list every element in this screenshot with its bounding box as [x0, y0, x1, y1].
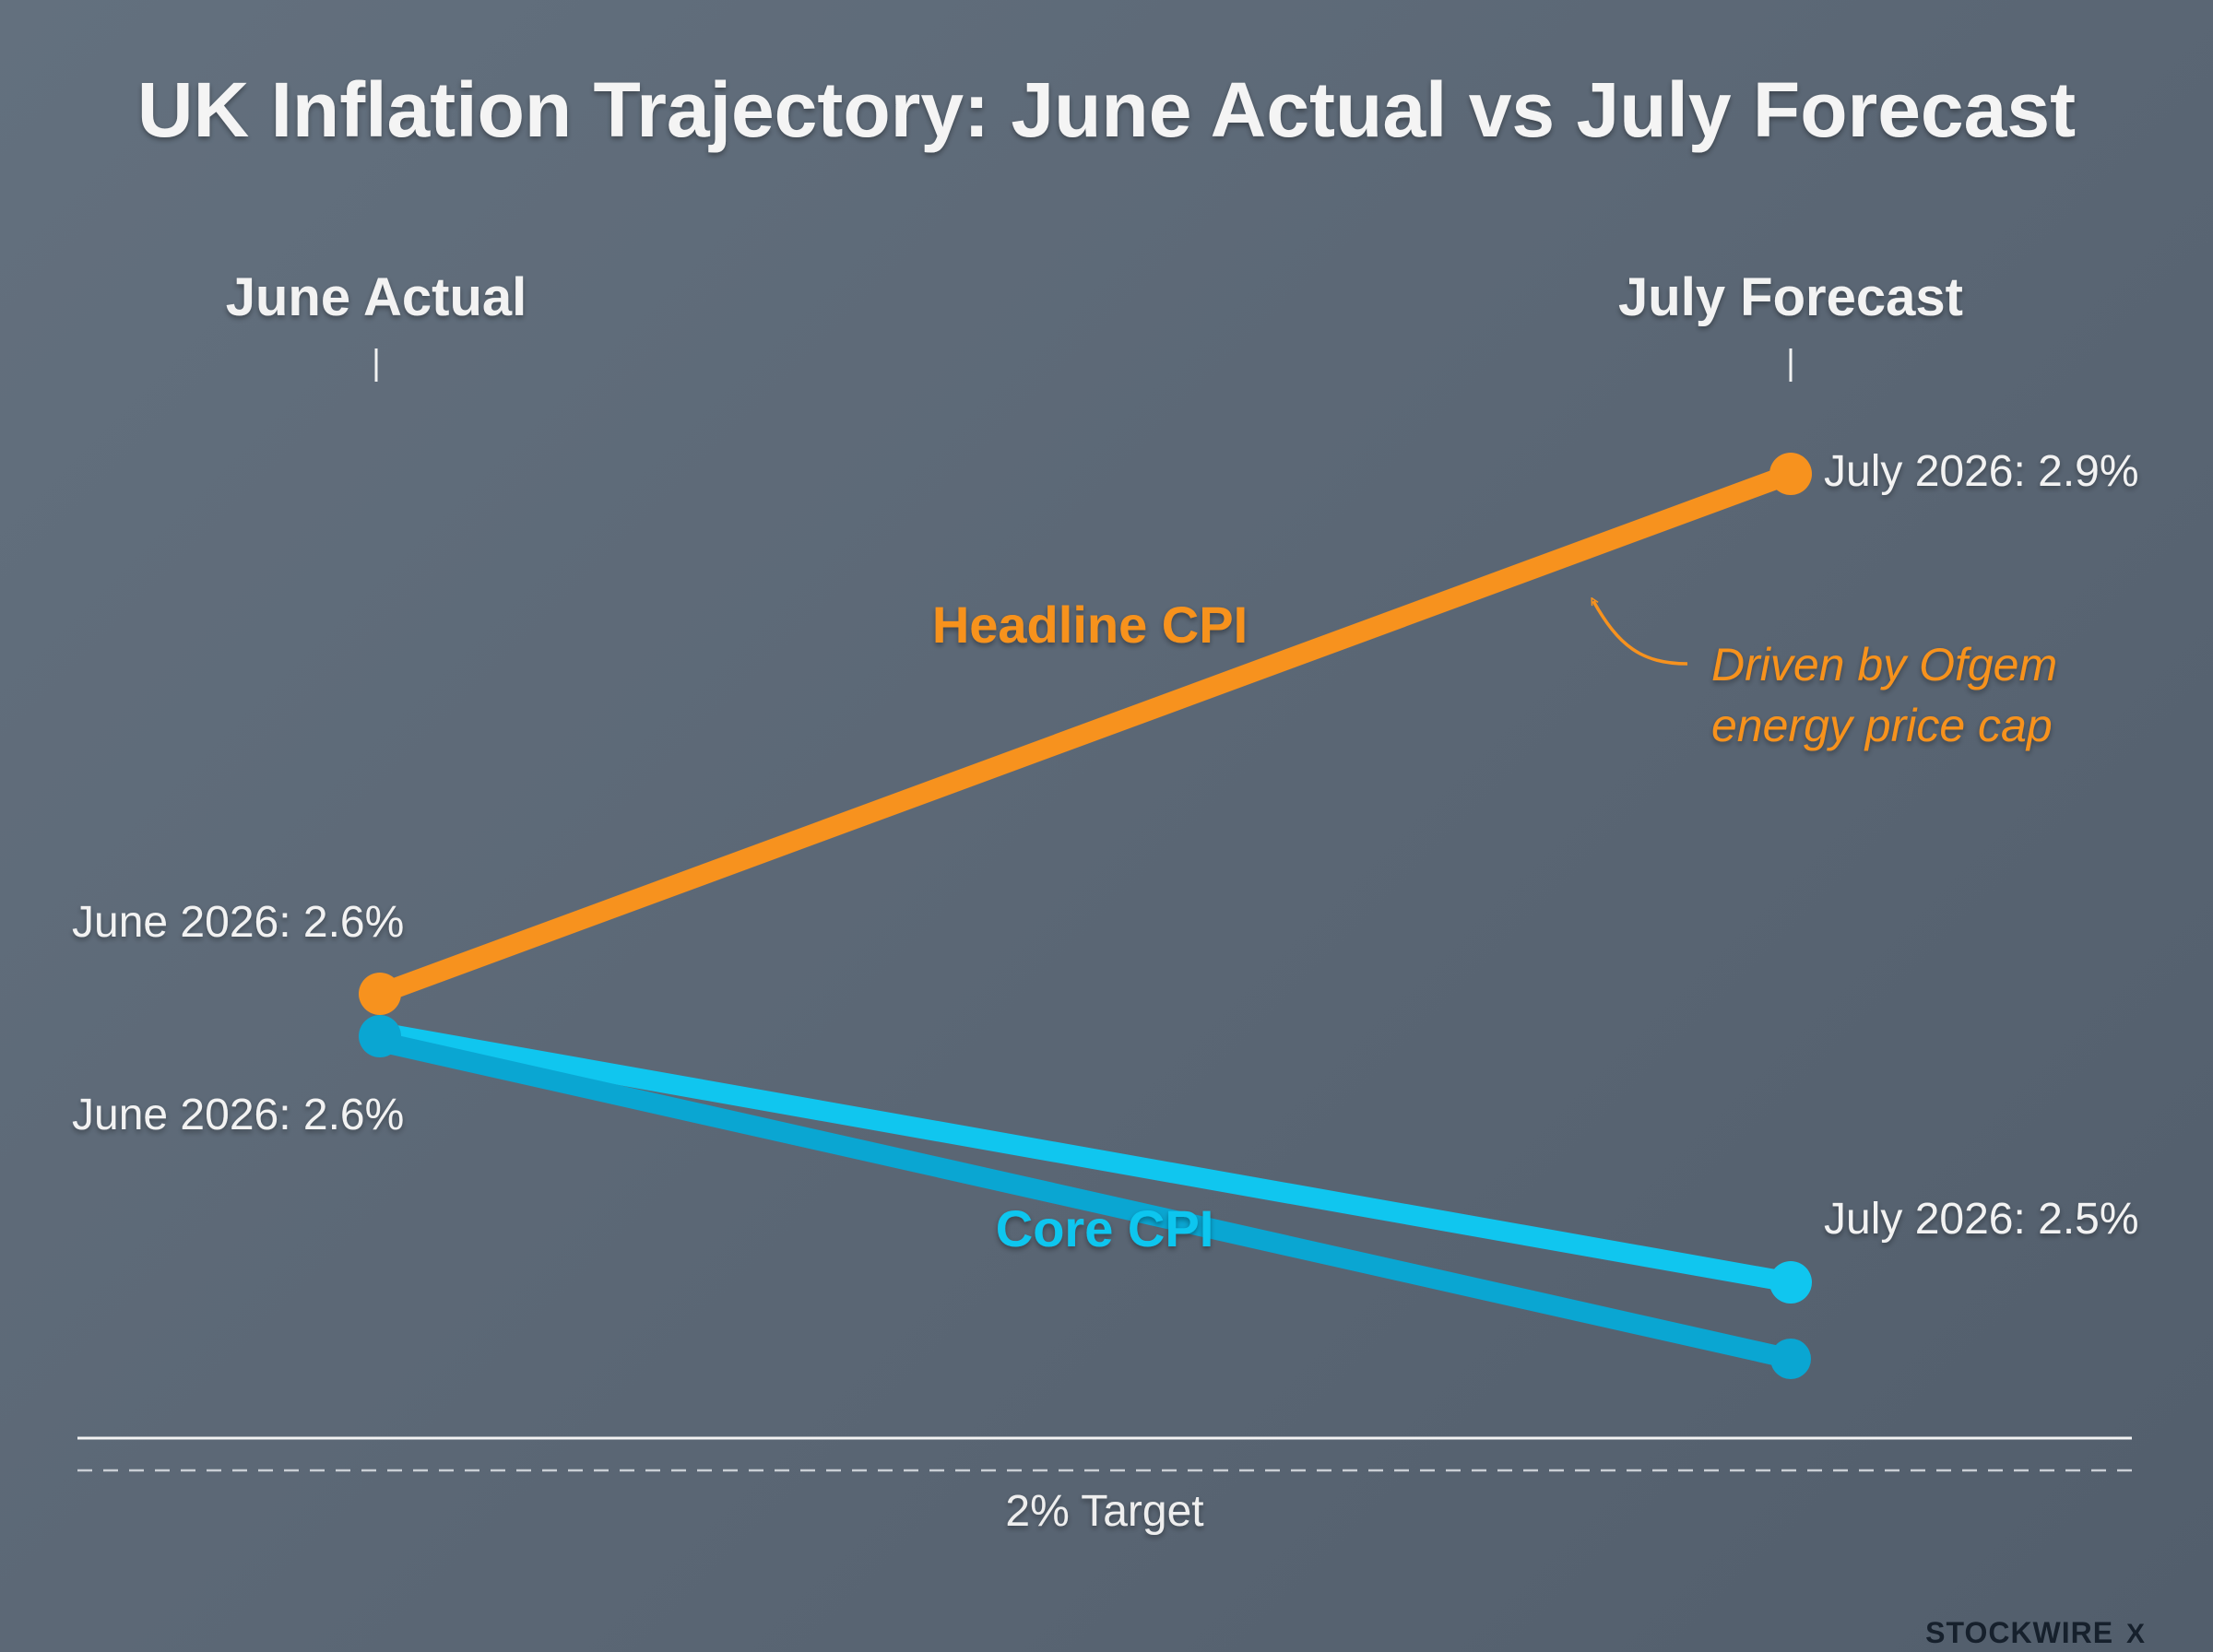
brand-name: STOCKWIRE — [1925, 1616, 2113, 1649]
column-label-july: July Forecast — [1618, 267, 1963, 327]
headline-cpi-series-label: Headline CPI — [932, 596, 1248, 654]
series-layer — [370, 464, 1801, 1369]
headline-july-value-label: July 2026: 2.9% — [1824, 447, 2139, 496]
brand-mark: X — [2126, 1619, 2146, 1649]
core-july-value-label: July 2026: 2.5% — [1824, 1195, 2139, 1244]
core-cpi-point-july — [1769, 1261, 1812, 1304]
target-label: 2% Target — [1005, 1487, 1203, 1536]
headline-cpi-line — [370, 464, 1801, 1004]
core-cpi-line-shadow — [370, 1032, 1801, 1369]
column-label-june: June Actual — [226, 267, 527, 327]
brand-logo: STOCKWIRE X — [1925, 1616, 2146, 1649]
core-cpi-point-june — [359, 1015, 401, 1057]
headline-june-value-label: June 2026: 2.6% — [72, 898, 404, 947]
core-cpi-line — [370, 1022, 1801, 1292]
chart-title: UK Inflation Trajectory: June Actual vs … — [137, 66, 2076, 153]
headline-cpi-point-june — [359, 973, 401, 1015]
headline-cpi-point-july — [1769, 453, 1812, 495]
core-cpi-series-label: Core CPI — [996, 1199, 1214, 1257]
annotation-line-1: Driven by Ofgem — [1711, 639, 2057, 690]
core-june-value-label: June 2026: 2.6% — [72, 1091, 404, 1139]
core-cpi-point-july-shadow — [1770, 1339, 1811, 1379]
annotation-line-2: energy price cap — [1711, 700, 2053, 751]
annotation-arrow — [1593, 601, 1688, 666]
